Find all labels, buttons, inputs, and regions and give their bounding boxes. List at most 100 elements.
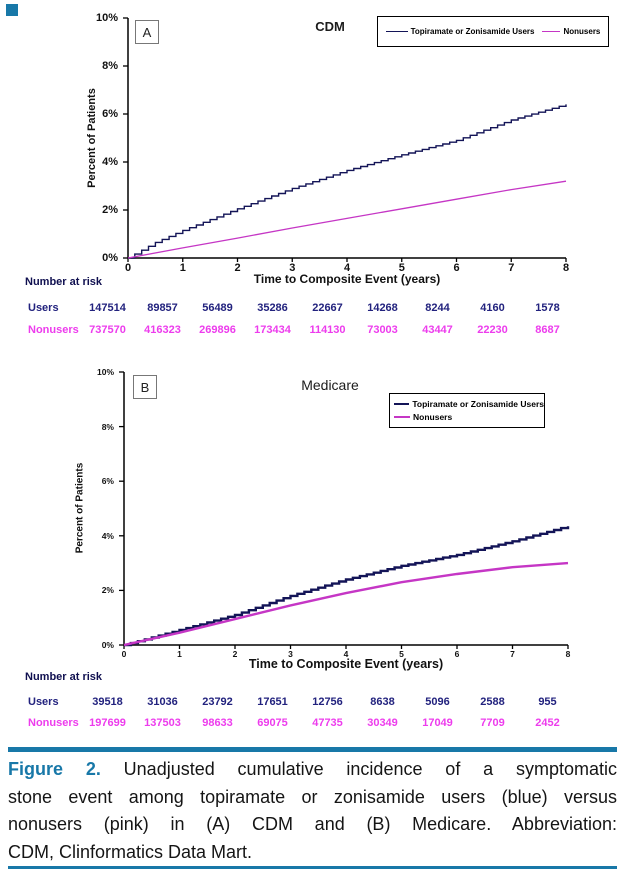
risk-value: 955: [538, 696, 557, 708]
risk-value: 22667: [312, 302, 343, 314]
x-tick-label: 3: [288, 649, 293, 659]
legend-label: Topiramate or Zonisamide Users: [412, 399, 544, 409]
legend-line-swatch: [394, 402, 410, 406]
x-tick-label: 7: [508, 262, 515, 274]
legend-label: Nonusers: [563, 27, 601, 36]
x-tick-label: 2: [234, 262, 241, 274]
x-tick-label: 8: [562, 262, 570, 274]
risk-value: 31036: [147, 696, 178, 708]
panel-a-title: CDM: [315, 19, 345, 34]
x-tick-label: 0: [121, 649, 127, 659]
risk-value: 8244: [425, 302, 450, 314]
risk-value: 114130: [309, 324, 346, 336]
series-topiramate-or-zonisamide-users: [128, 104, 567, 259]
y-tick-label: 4%: [102, 156, 118, 168]
risk-row-label: Users: [28, 302, 59, 314]
panel-a-x-axis-label: Time to Composite Event (years): [253, 272, 441, 286]
legend-line-swatch: [542, 30, 561, 33]
risk-value: 30349: [367, 717, 398, 729]
panel-b-plot: [119, 371, 570, 649]
risk-value: 69075: [257, 717, 288, 729]
y-tick-label: 0%: [102, 252, 118, 264]
risk-value: 737570: [89, 324, 126, 336]
x-tick-label: 2: [232, 649, 238, 659]
y-tick-label: 2%: [102, 204, 118, 216]
panel-a-label: A: [142, 24, 152, 40]
corner-accent-square: [6, 4, 18, 16]
caption-line: stone event among topiramate or zonisami…: [8, 786, 617, 807]
panel-a-legend: Topiramate or Zonisamide Users Nonusers: [377, 16, 609, 47]
x-tick-label: 4: [343, 262, 351, 274]
y-tick-label: 6%: [102, 108, 118, 120]
caption-line: CDM, Clinformatics Data Mart.: [8, 841, 253, 862]
x-tick-label: 5: [398, 262, 405, 274]
legend-item: Topiramate or Zonisamide Users: [394, 399, 544, 409]
risk-value: 22230: [477, 324, 508, 336]
risk-value: 2452: [535, 717, 560, 729]
series-nonusers: [123, 561, 569, 647]
risk-value: 56489: [202, 302, 233, 314]
figure-caption: Figure 2. Unadjusted cumulative incidenc…: [8, 756, 617, 866]
risk-value: 1578: [535, 302, 560, 314]
y-tick-label: 6%: [101, 476, 114, 487]
risk-value: 43447: [422, 324, 453, 336]
caption-line: nonusers (pink) in (A) CDM and (B) Medic…: [8, 814, 617, 834]
risk-value: 2588: [480, 696, 505, 708]
legend-item: Topiramate or Zonisamide Users: [385, 27, 535, 36]
x-tick-label: 3: [289, 262, 296, 274]
risk-row-label: Nonusers: [28, 717, 79, 729]
risk-value: 17651: [257, 696, 288, 708]
x-tick-label: 8: [565, 649, 571, 659]
risk-value: 173434: [254, 324, 291, 336]
risk-value: 4160: [480, 302, 505, 314]
panel-b-title: Medicare: [301, 377, 359, 393]
panel-b-legend: Topiramate or Zonisamide Users Nonusers: [389, 393, 545, 428]
legend-item: Nonusers: [542, 27, 600, 36]
risk-value: 147514: [89, 302, 126, 314]
risk-heading-a: Number at risk: [25, 276, 103, 288]
risk-value: 98633: [202, 717, 233, 729]
y-tick-label: 10%: [96, 367, 114, 377]
x-tick-label: 5: [399, 649, 404, 659]
series-nonusers: [127, 180, 567, 259]
risk-value: 197699: [89, 717, 126, 729]
y-tick-label: 8%: [101, 421, 114, 432]
series-topiramate-or-zonisamide-users: [124, 526, 570, 647]
legend-line-swatch: [394, 415, 410, 419]
risk-value: 47735: [312, 717, 343, 729]
y-tick-label: 2%: [101, 585, 114, 596]
panel-b-x-axis-label: Time to Composite Event (years): [248, 657, 444, 671]
risk-value: 8687: [535, 324, 560, 336]
panel-b-label: B: [140, 379, 150, 395]
legend-line-swatch: [385, 30, 408, 33]
caption-line: Figure 2. Unadjusted cumulative incidenc…: [8, 756, 617, 784]
y-tick-label: 0%: [101, 640, 114, 650]
risk-value: 89857: [147, 302, 178, 314]
risk-value: 17049: [422, 717, 453, 729]
risk-value: 416323: [144, 324, 181, 336]
legend-label: Nonusers: [413, 412, 453, 422]
legend-item: Nonusers: [394, 412, 544, 422]
y-tick-label: 10%: [95, 12, 118, 24]
legend-label: Topiramate or Zonisamide Users: [410, 27, 535, 36]
caption-bottom-bar: [8, 866, 617, 869]
risk-value: 8638: [370, 696, 395, 708]
y-tick-label: 4%: [101, 530, 114, 541]
risk-value: 23792: [202, 696, 233, 708]
caption-text: Unadjusted cumulative incidence of a sym…: [100, 759, 618, 779]
x-tick-label: 4: [343, 649, 349, 659]
risk-value: 269896: [199, 324, 236, 336]
x-tick-label: 1: [177, 649, 182, 659]
risk-heading-b: Number at risk: [25, 671, 103, 683]
caption-figure-number: Figure 2.: [8, 759, 101, 779]
risk-value: 137503: [144, 717, 181, 729]
panel-a-label-box: A: [135, 20, 159, 44]
x-tick-label: 1: [179, 262, 186, 274]
x-tick-label: 6: [453, 262, 460, 274]
y-tick-label: 8%: [102, 60, 118, 72]
risk-value: 12756: [312, 696, 343, 708]
risk-row-label: Users: [28, 696, 59, 708]
x-tick-label: 6: [454, 649, 460, 659]
panel-a-y-axis-label: Percent of Patients: [86, 88, 98, 188]
